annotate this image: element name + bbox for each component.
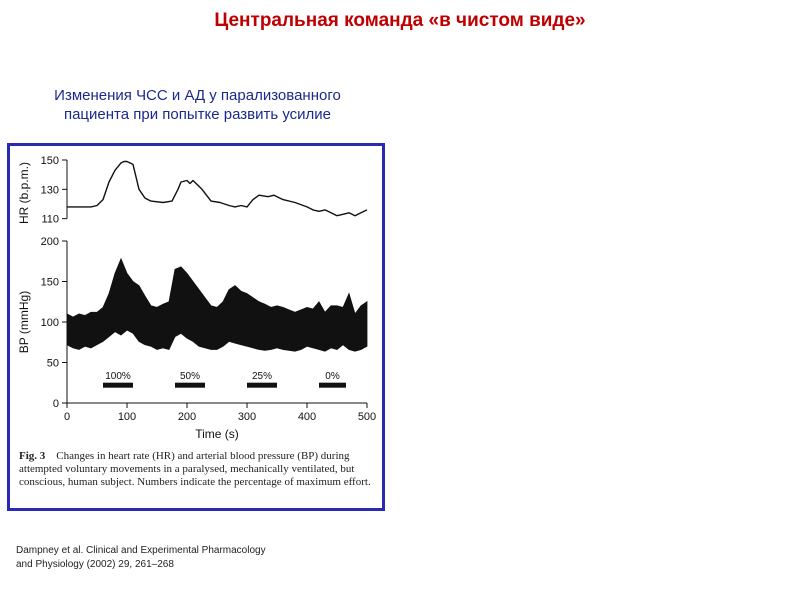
effort-bar-label: 25%: [252, 371, 272, 382]
slide-subtitle: Изменения ЧСС и АД у парализованного пац…: [10, 86, 385, 124]
figure-frame: 110 130 150 HR (b.p.m.) 0 50 100 150 200 0 100 200 3…: [7, 143, 385, 511]
bp-y-axis-label: BP (mmHg): [17, 291, 31, 353]
effort-bar: [247, 382, 277, 388]
subtitle-line-2: пациента при попытке развить усилие: [63, 106, 332, 123]
x-tick-label: 0: [64, 411, 70, 423]
x-tick-label: 500: [358, 411, 376, 423]
effort-bar-label: 100%: [105, 371, 131, 382]
bp-y-tick-label: 0: [53, 398, 59, 410]
x-tick-label: 400: [298, 411, 316, 423]
hr-y-tick-label: 130: [41, 184, 59, 196]
hr-y-tick-label: 150: [41, 155, 59, 167]
figure-chart: 110 130 150 HR (b.p.m.) 0 50 100 150 200 0 100 200 3…: [17, 155, 376, 441]
citation: Dampney et al. Clinical and Experimental…: [16, 544, 266, 572]
hr-y-axis-label: HR (b.p.m.): [17, 162, 31, 224]
effort-bar: [175, 382, 205, 388]
slide-title: Центральная команда «в чистом виде»: [214, 10, 586, 31]
bp-y-tick-label: 100: [41, 317, 59, 329]
bp-y-tick-label: 50: [47, 358, 59, 370]
hr-y-tick-label: 110: [41, 214, 59, 226]
subtitle-line-1: Изменения ЧСС и АД у парализованного: [54, 87, 341, 104]
effort-bar: [319, 382, 346, 388]
effort-bar: [103, 382, 133, 388]
effort-bar-label: 50%: [180, 371, 200, 382]
bp-y-tick-label: 200: [41, 236, 59, 248]
citation-line-1: Dampney et al. Clinical and Experimental…: [16, 545, 266, 556]
citation-line-2: and Physiology (2002) 29, 261–268: [16, 559, 174, 570]
bp-series-band: [66, 257, 368, 352]
figure-caption: Fig. 3 Changes in heart rate (HR) and ar…: [19, 450, 376, 489]
caption-label: Fig. 3: [19, 450, 46, 462]
x-tick-label: 200: [178, 411, 196, 423]
bp-y-tick-label: 150: [41, 277, 59, 289]
caption-text: Changes in heart rate (HR) and arterial …: [19, 450, 371, 488]
hr-series-line: [67, 160, 368, 217]
x-tick-label: 100: [118, 411, 136, 423]
effort-bar-label: 0%: [325, 371, 340, 382]
x-tick-label: 300: [238, 411, 256, 423]
x-axis-label: Time (s): [195, 427, 239, 441]
